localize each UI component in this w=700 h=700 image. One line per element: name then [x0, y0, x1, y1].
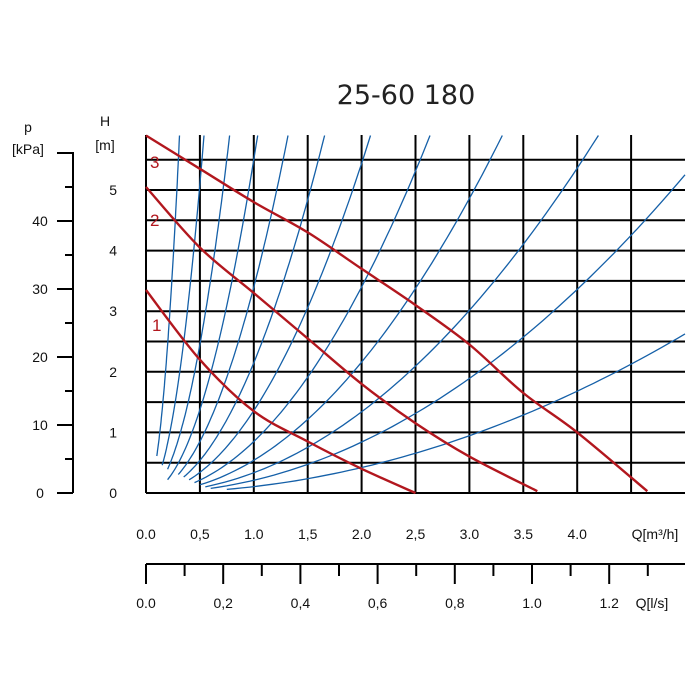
- system-curve-2: [161, 135, 205, 466]
- q-ls-axis-label: Q[l/s]: [636, 595, 669, 611]
- pump-curve-2: [145, 186, 538, 493]
- system-curve-11: [210, 174, 686, 490]
- h-tick-label: 4: [109, 243, 117, 259]
- pump-curves: 1 2 3: [145, 134, 649, 495]
- pump-curve-label-3: 3: [150, 153, 159, 172]
- h-tick-label: 3: [109, 303, 117, 319]
- h-tick-label: 0: [109, 485, 117, 501]
- q-m3h-tick-label: 2.0: [352, 526, 372, 542]
- system-curves: [156, 135, 686, 491]
- q-m3h-tick-label: 2,5: [406, 526, 426, 542]
- system-curve-4: [167, 135, 259, 481]
- pump-curve-label-2: 2: [150, 211, 159, 230]
- flow-ls-axis: 0.0 0,2 0,4 0,6 0,8 1.0 1.2: [136, 563, 685, 611]
- system-curve-5: [177, 135, 289, 475]
- q-m3h-tick-label: 3.5: [514, 526, 534, 542]
- q-ls-tick-label: 0,4: [291, 595, 311, 611]
- pressure-axis: 0 10 20 30 40: [32, 152, 74, 501]
- h-tick-label: 5: [109, 182, 117, 198]
- flow-m3h-axis-ticks: 0.0 0,5 1.0 1,5 2.0 2,5 3.0 3.5 4.0: [136, 526, 587, 542]
- h-tick-label: 1: [109, 424, 117, 440]
- h-tick-label: 2: [109, 364, 117, 380]
- system-curve-8: [194, 135, 431, 484]
- q-ls-tick-label: 1.2: [599, 595, 619, 611]
- p-axis-unit: [kPa]: [12, 141, 44, 157]
- h-axis-unit: [m]: [95, 137, 114, 153]
- pump-curve-label-1: 1: [152, 316, 161, 335]
- system-curve-6: [183, 135, 326, 478]
- q-ls-tick-label: 1.0: [522, 595, 542, 611]
- chart-title: 25-60 180: [337, 80, 476, 111]
- system-curve-1: [156, 135, 181, 457]
- p-tick-label: 30: [32, 281, 48, 297]
- h-axis-label: H: [100, 113, 110, 129]
- p-tick-label: 40: [32, 213, 48, 229]
- q-ls-tick-label: 0.0: [136, 595, 156, 611]
- system-curve-3: [167, 135, 231, 470]
- pump-curve-1: [145, 289, 416, 495]
- system-curve-7: [188, 135, 372, 481]
- system-curve-10: [205, 135, 599, 488]
- q-m3h-tick-label: 0.0: [136, 526, 156, 542]
- q-ls-tick-label: 0,6: [368, 595, 388, 611]
- grid-lines: [145, 135, 685, 494]
- q-m3h-tick-label: 3.0: [460, 526, 480, 542]
- p-tick-label: 0: [36, 485, 44, 501]
- q-m3h-tick-label: 4.0: [567, 526, 587, 542]
- q-m3h-tick-label: 1.0: [244, 526, 264, 542]
- q-ls-tick-label: 0,8: [445, 595, 465, 611]
- q-ls-tick-label: 0,2: [213, 595, 233, 611]
- q-m3h-axis-label: Q[m³/h]: [632, 526, 679, 542]
- pump-curve-3: [145, 134, 649, 493]
- q-m3h-tick-label: 0,5: [190, 526, 210, 542]
- p-axis-label: p: [24, 119, 32, 135]
- q-m3h-tick-label: 1,5: [298, 526, 318, 542]
- p-tick-label: 20: [32, 349, 48, 365]
- head-axis-ticks: 0 1 2 3 4 5: [109, 182, 117, 501]
- system-curve-12: [226, 333, 686, 491]
- p-tick-label: 10: [32, 417, 48, 433]
